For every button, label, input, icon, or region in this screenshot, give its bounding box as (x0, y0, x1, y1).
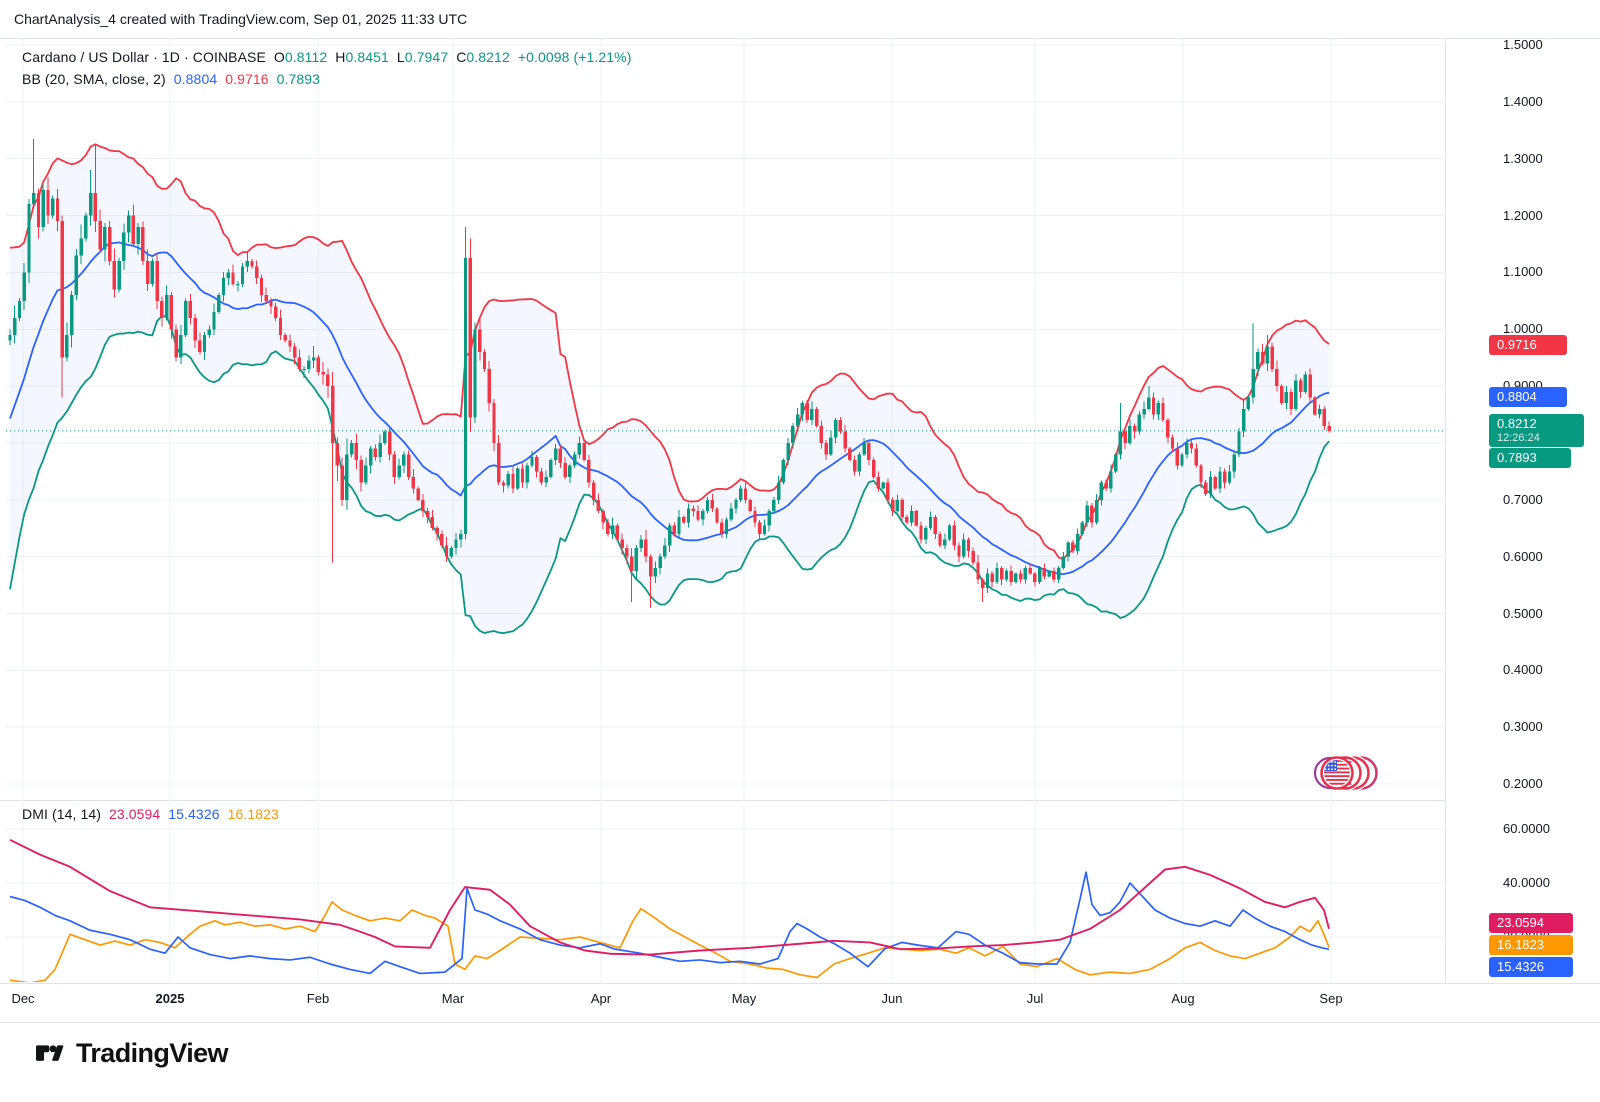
time-axis-label-Sep: Sep (1319, 991, 1343, 1006)
adx-line (9, 838, 1330, 956)
symbol-legend-seg-1: O (273, 49, 285, 65)
time-axis-label-Jun: Jun (881, 991, 903, 1006)
dmi-badge-0: 23.0594 (1489, 913, 1573, 933)
price-axis-label-1.4000: 1.4000 (1503, 93, 1543, 109)
price-axis-label-1.1000: 1.1000 (1503, 264, 1543, 280)
candles (8, 138, 1331, 608)
price-axis-label-0.2000: 0.2000 (1503, 776, 1543, 792)
dmi-legend-seg-1: 23.0594 (108, 806, 169, 822)
bb-legend-seg-2: 0.9716 (225, 71, 277, 87)
symbol-legend-seg-3: H (335, 49, 346, 65)
bb-legend-seg-0: BB (20, SMA, close, 2) (22, 71, 174, 87)
bb-legend-seg-3: 0.7893 (276, 71, 321, 87)
price-axis-label-0.4000: 0.4000 (1503, 662, 1543, 678)
time-axis-label-Mar: Mar (441, 991, 465, 1006)
time-axis-label-Dec: Dec (11, 991, 35, 1006)
price-axis-label-1.3000: 1.3000 (1503, 150, 1543, 166)
price-axis-border (1445, 38, 1446, 983)
price-badge-bb-lower: 0.7893 (1489, 447, 1571, 468)
minus-di-line (9, 901, 1330, 982)
time-axis-label-Apr: Apr (590, 991, 612, 1006)
time-axis-label-Aug: Aug (1171, 991, 1195, 1006)
time-axis-label-2025: 2025 (155, 991, 185, 1006)
gridlines (6, 39, 1444, 983)
symbol-legend-seg-7: C (456, 49, 467, 65)
dmi-legend-seg-2: 15.4326 (168, 806, 228, 822)
symbol-legend-seg-8: 0.8212 (466, 49, 518, 65)
dmi-axis-label-60.0000: 60.0000 (1503, 821, 1550, 836)
footer-border (0, 1022, 1600, 1023)
bb-legend[interactable]: BB (20, SMA, close, 2) 0.8804 0.9716 0.7… (22, 71, 320, 87)
time-axis-label-Feb: Feb (306, 991, 330, 1006)
symbol-legend-seg-6: 0.7947 (404, 49, 457, 65)
price-axis-label-1.2000: 1.2000 (1503, 207, 1543, 223)
bollinger-bands (9, 143, 1330, 635)
time-axis-label-Jul: Jul (1026, 991, 1044, 1006)
price-badge-bb-upper: 0.9716 (1489, 335, 1567, 356)
tradingview-logo[interactable]: TradingView (36, 1038, 229, 1069)
dmi-legend-seg-3: 16.1823 (227, 806, 279, 822)
dmi-badge-1: 16.1823 (1489, 935, 1573, 955)
plus-di-line (9, 871, 1330, 975)
price-axis-label-0.7000: 0.7000 (1503, 491, 1543, 507)
attribution-text: ChartAnalysis_4 created with TradingView… (14, 11, 468, 27)
price-axis-label-0.3000: 0.3000 (1503, 719, 1543, 735)
price-axis[interactable]: 1.5000 1.4000 1.3000 1.2000 1.1000 1.0000 0.90… (1446, 37, 1600, 800)
price-badge-last-price: 0.8212 12:26:24 (1489, 413, 1584, 447)
panel-separator (0, 800, 1445, 801)
chart-top-border (0, 38, 1600, 39)
price-axis-label-0.6000: 0.6000 (1503, 548, 1543, 564)
dmi-legend-seg-0: DMI (14, 14) (22, 806, 109, 822)
us-flag-markers-icon[interactable] (1313, 755, 1379, 791)
symbol-legend-seg-5: L (396, 49, 405, 65)
tradingview-mark-icon (36, 1044, 64, 1061)
symbol-legend-seg-2: 0.8112 (284, 49, 336, 65)
tradingview-logo-text: TradingView (76, 1038, 229, 1068)
symbol-legend-seg-0: Cardano / US Dollar · 1D · COINBASE (22, 49, 274, 65)
dmi-legend[interactable]: DMI (14, 14) 23.0594 15.4326 16.1823 (22, 806, 279, 822)
time-axis-label-May: May (731, 991, 757, 1006)
dmi-lines (9, 838, 1330, 982)
bb-legend-seg-1: 0.8804 (173, 71, 226, 87)
symbol-legend-seg-9: +0.0098 (+1.21%) (517, 49, 632, 65)
symbol-legend[interactable]: Cardano / US Dollar · 1D · COINBASE O0.8… (22, 49, 632, 65)
price-axis-label-1.0000: 1.0000 (1503, 321, 1543, 337)
price-axis-label-1.5000: 1.5000 (1503, 37, 1543, 52)
time-axis-border (0, 983, 1600, 984)
symbol-legend-seg-4: 0.8451 (345, 49, 397, 65)
dmi-axis[interactable]: 60.000040.000020.000023.059416.182315.43… (1446, 801, 1600, 983)
price-axis-label-0.5000: 0.5000 (1503, 605, 1543, 621)
dmi-axis-label-40.0000: 40.0000 (1503, 875, 1550, 890)
price-badge-bb-basis: 0.8804 (1489, 387, 1567, 408)
time-axis[interactable]: Dec 2025 Feb Mar Apr May Jun Jul Aug Sep (0, 984, 1600, 1022)
dmi-badge-2: 15.4326 (1489, 957, 1573, 977)
